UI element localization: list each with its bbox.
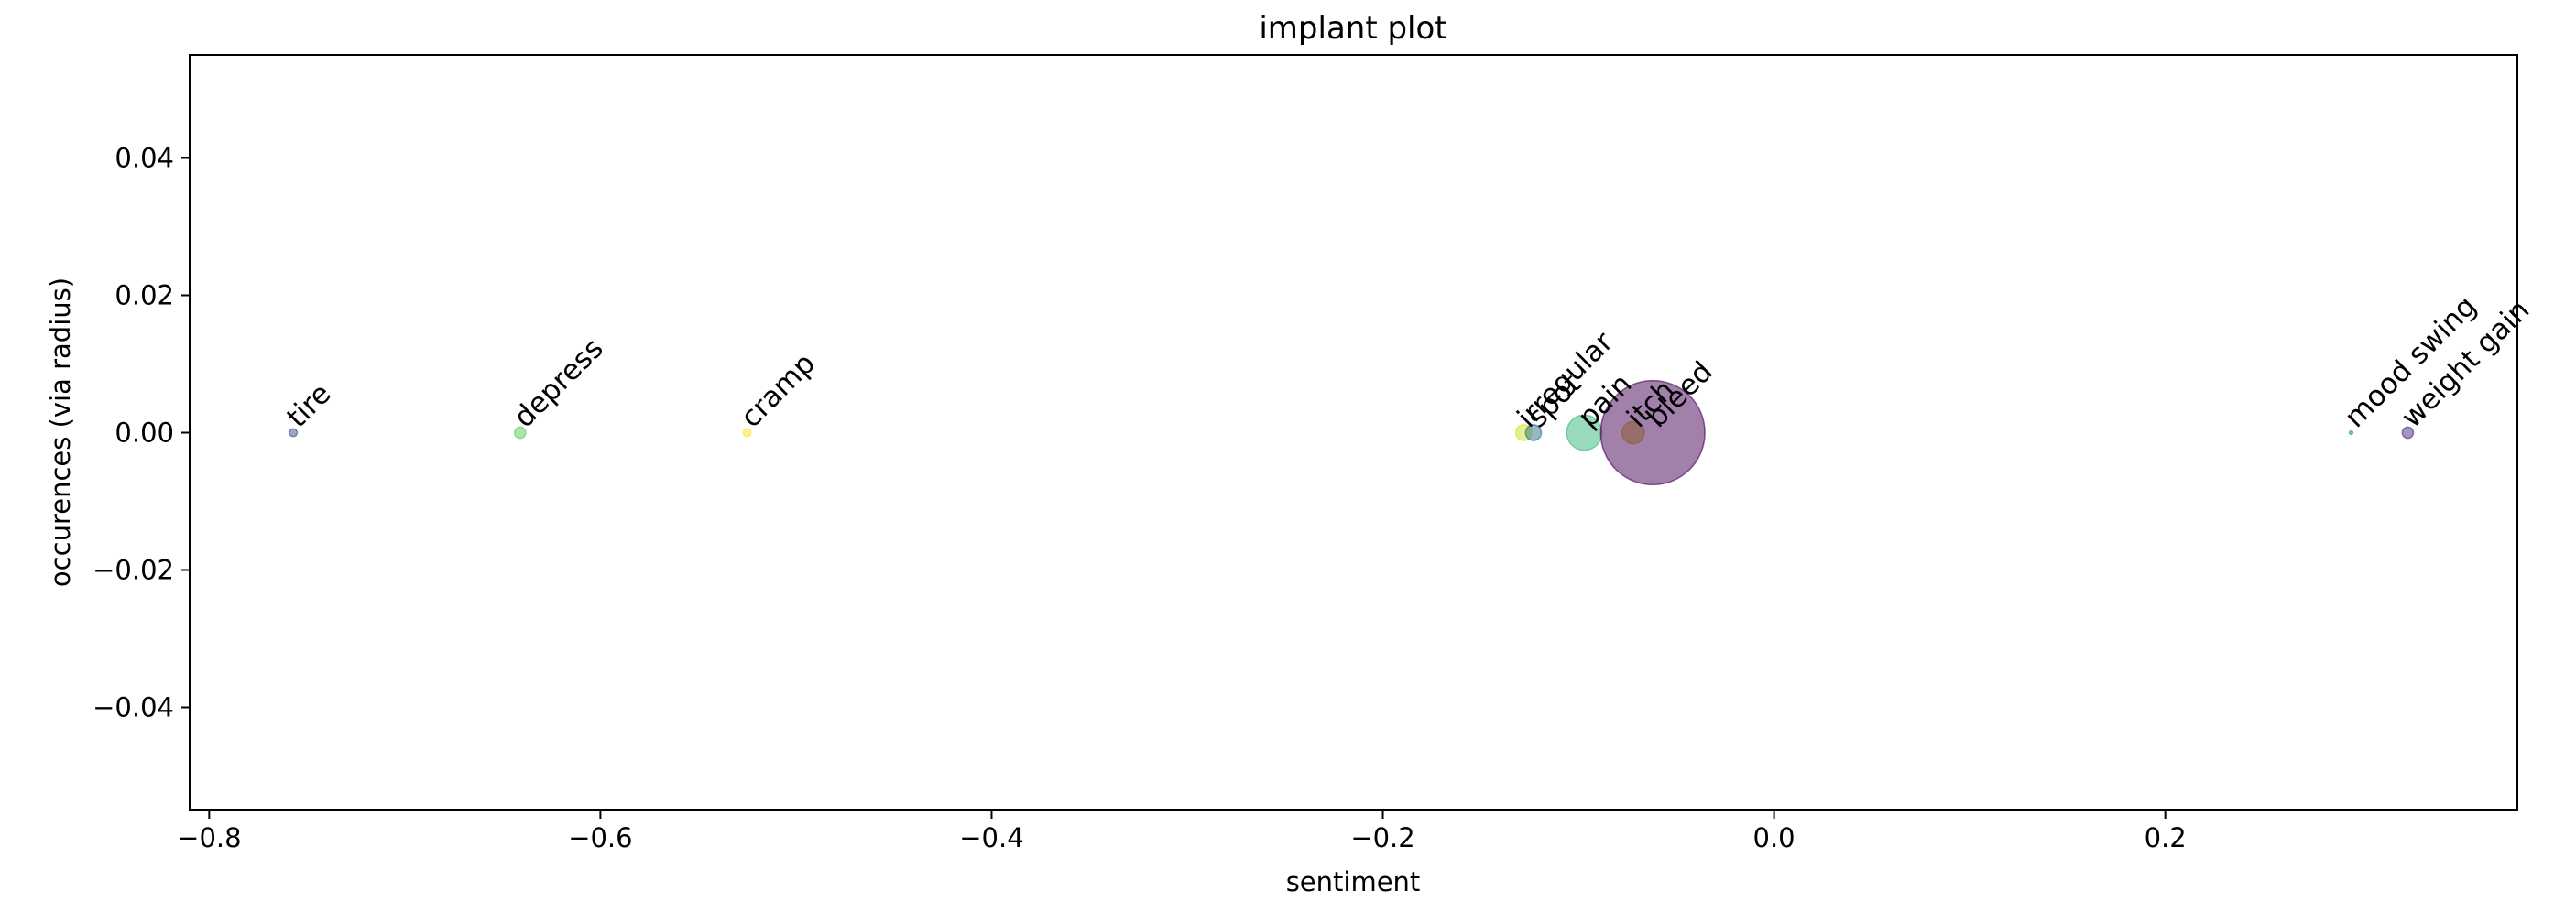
y-tick-label: −0.04	[93, 692, 174, 723]
x-axis-ticks: −0.8 −0.6 −0.4 −0.2 0.0 0.2	[177, 810, 2187, 853]
data-point	[1524, 424, 1543, 441]
x-tick-label: −0.2	[1350, 822, 1414, 853]
data-point	[1599, 379, 1706, 486]
data-point	[742, 428, 752, 438]
data-point	[289, 428, 299, 438]
y-axis-ticks: 0.04 0.02 0.00 −0.02 −0.04	[93, 143, 190, 723]
y-tick-label: 0.00	[115, 418, 174, 449]
data-point	[2401, 426, 2415, 440]
x-axis-label: sentiment	[1286, 866, 1421, 897]
x-tick-label: −0.4	[959, 822, 1023, 853]
y-tick-label: 0.02	[115, 280, 174, 311]
y-tick-label: −0.02	[93, 555, 174, 586]
data-point	[2348, 429, 2354, 436]
x-tick-label: −0.8	[177, 822, 241, 853]
points-layer	[289, 379, 2415, 486]
y-tick-label: 0.04	[115, 143, 174, 174]
chart-title: implant plot	[1259, 10, 1446, 47]
x-tick-label: 0.2	[2145, 822, 2187, 853]
data-point	[514, 426, 527, 440]
x-tick-label: 0.0	[1753, 822, 1796, 853]
y-axis-label: occurences (via radius)	[45, 277, 76, 587]
x-tick-label: −0.6	[568, 822, 632, 853]
